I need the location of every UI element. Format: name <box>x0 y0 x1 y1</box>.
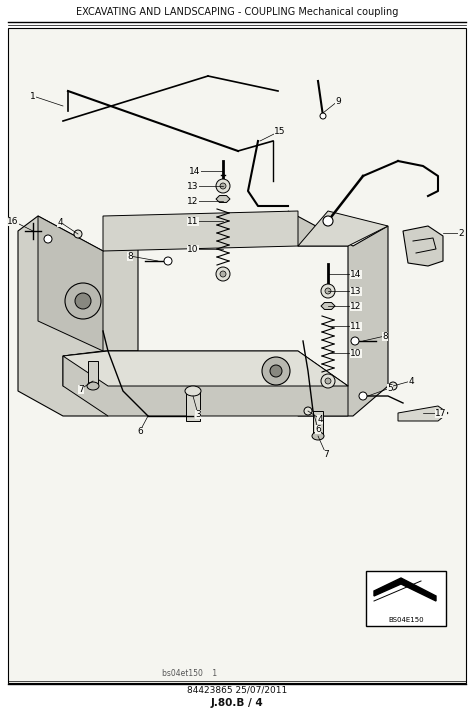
Text: bs04et150    1: bs04et150 1 <box>163 669 218 678</box>
Text: 4: 4 <box>317 415 323 423</box>
Text: 4: 4 <box>57 218 63 226</box>
Circle shape <box>216 267 230 281</box>
Text: 16: 16 <box>7 217 19 225</box>
Polygon shape <box>63 351 348 416</box>
Circle shape <box>323 216 333 226</box>
Polygon shape <box>288 211 388 416</box>
Circle shape <box>164 257 172 265</box>
Ellipse shape <box>185 386 201 396</box>
Polygon shape <box>38 216 103 351</box>
Text: J.80.B / 4: J.80.B / 4 <box>210 698 264 708</box>
Text: 5: 5 <box>387 384 393 392</box>
Circle shape <box>75 293 91 309</box>
Circle shape <box>270 365 282 377</box>
Text: 1: 1 <box>30 91 36 101</box>
Text: 15: 15 <box>274 126 286 136</box>
Text: 13: 13 <box>187 181 199 191</box>
Polygon shape <box>403 226 443 266</box>
Circle shape <box>262 357 290 385</box>
Circle shape <box>389 382 397 390</box>
Circle shape <box>359 392 367 400</box>
Bar <box>313 411 323 436</box>
Circle shape <box>325 288 331 294</box>
Circle shape <box>321 284 335 298</box>
Polygon shape <box>18 216 138 416</box>
Text: 9: 9 <box>335 96 341 106</box>
Text: 84423865 25/07/2011: 84423865 25/07/2011 <box>187 686 287 695</box>
Circle shape <box>65 283 101 319</box>
Polygon shape <box>298 211 388 246</box>
Bar <box>186 391 200 421</box>
Polygon shape <box>398 406 448 421</box>
Text: EXCAVATING AND LANDSCAPING - COUPLING Mechanical coupling: EXCAVATING AND LANDSCAPING - COUPLING Me… <box>76 7 398 17</box>
Text: 6: 6 <box>315 425 321 434</box>
Text: 13: 13 <box>350 286 362 296</box>
Text: 3: 3 <box>195 410 201 418</box>
Polygon shape <box>103 211 298 251</box>
Text: 7: 7 <box>78 384 84 394</box>
Text: 2: 2 <box>458 228 464 238</box>
Text: 10: 10 <box>350 349 362 357</box>
Text: 11: 11 <box>187 217 199 225</box>
Polygon shape <box>374 578 436 601</box>
Circle shape <box>325 378 331 384</box>
Text: 4: 4 <box>408 376 414 386</box>
Circle shape <box>321 374 335 388</box>
Polygon shape <box>63 351 348 386</box>
Text: 11: 11 <box>350 321 362 331</box>
Text: 12: 12 <box>187 196 199 205</box>
Text: 12: 12 <box>350 302 362 310</box>
Text: 7: 7 <box>323 450 329 458</box>
Circle shape <box>44 235 52 243</box>
Circle shape <box>74 230 82 238</box>
Text: BS04E150: BS04E150 <box>388 617 424 623</box>
Text: 10: 10 <box>187 244 199 254</box>
Circle shape <box>320 113 326 119</box>
Circle shape <box>304 407 312 415</box>
Polygon shape <box>321 302 335 310</box>
Polygon shape <box>216 196 230 202</box>
Circle shape <box>220 183 226 189</box>
Circle shape <box>351 337 359 345</box>
Text: 14: 14 <box>350 270 362 278</box>
Text: 14: 14 <box>189 167 201 175</box>
Text: 6: 6 <box>137 426 143 436</box>
Ellipse shape <box>87 382 99 390</box>
Text: 8: 8 <box>382 331 388 341</box>
Text: 17: 17 <box>435 408 447 418</box>
Bar <box>88 361 98 386</box>
Ellipse shape <box>312 432 324 440</box>
Circle shape <box>220 271 226 277</box>
Text: 8: 8 <box>127 252 133 260</box>
Bar <box>366 571 446 626</box>
Circle shape <box>216 179 230 193</box>
